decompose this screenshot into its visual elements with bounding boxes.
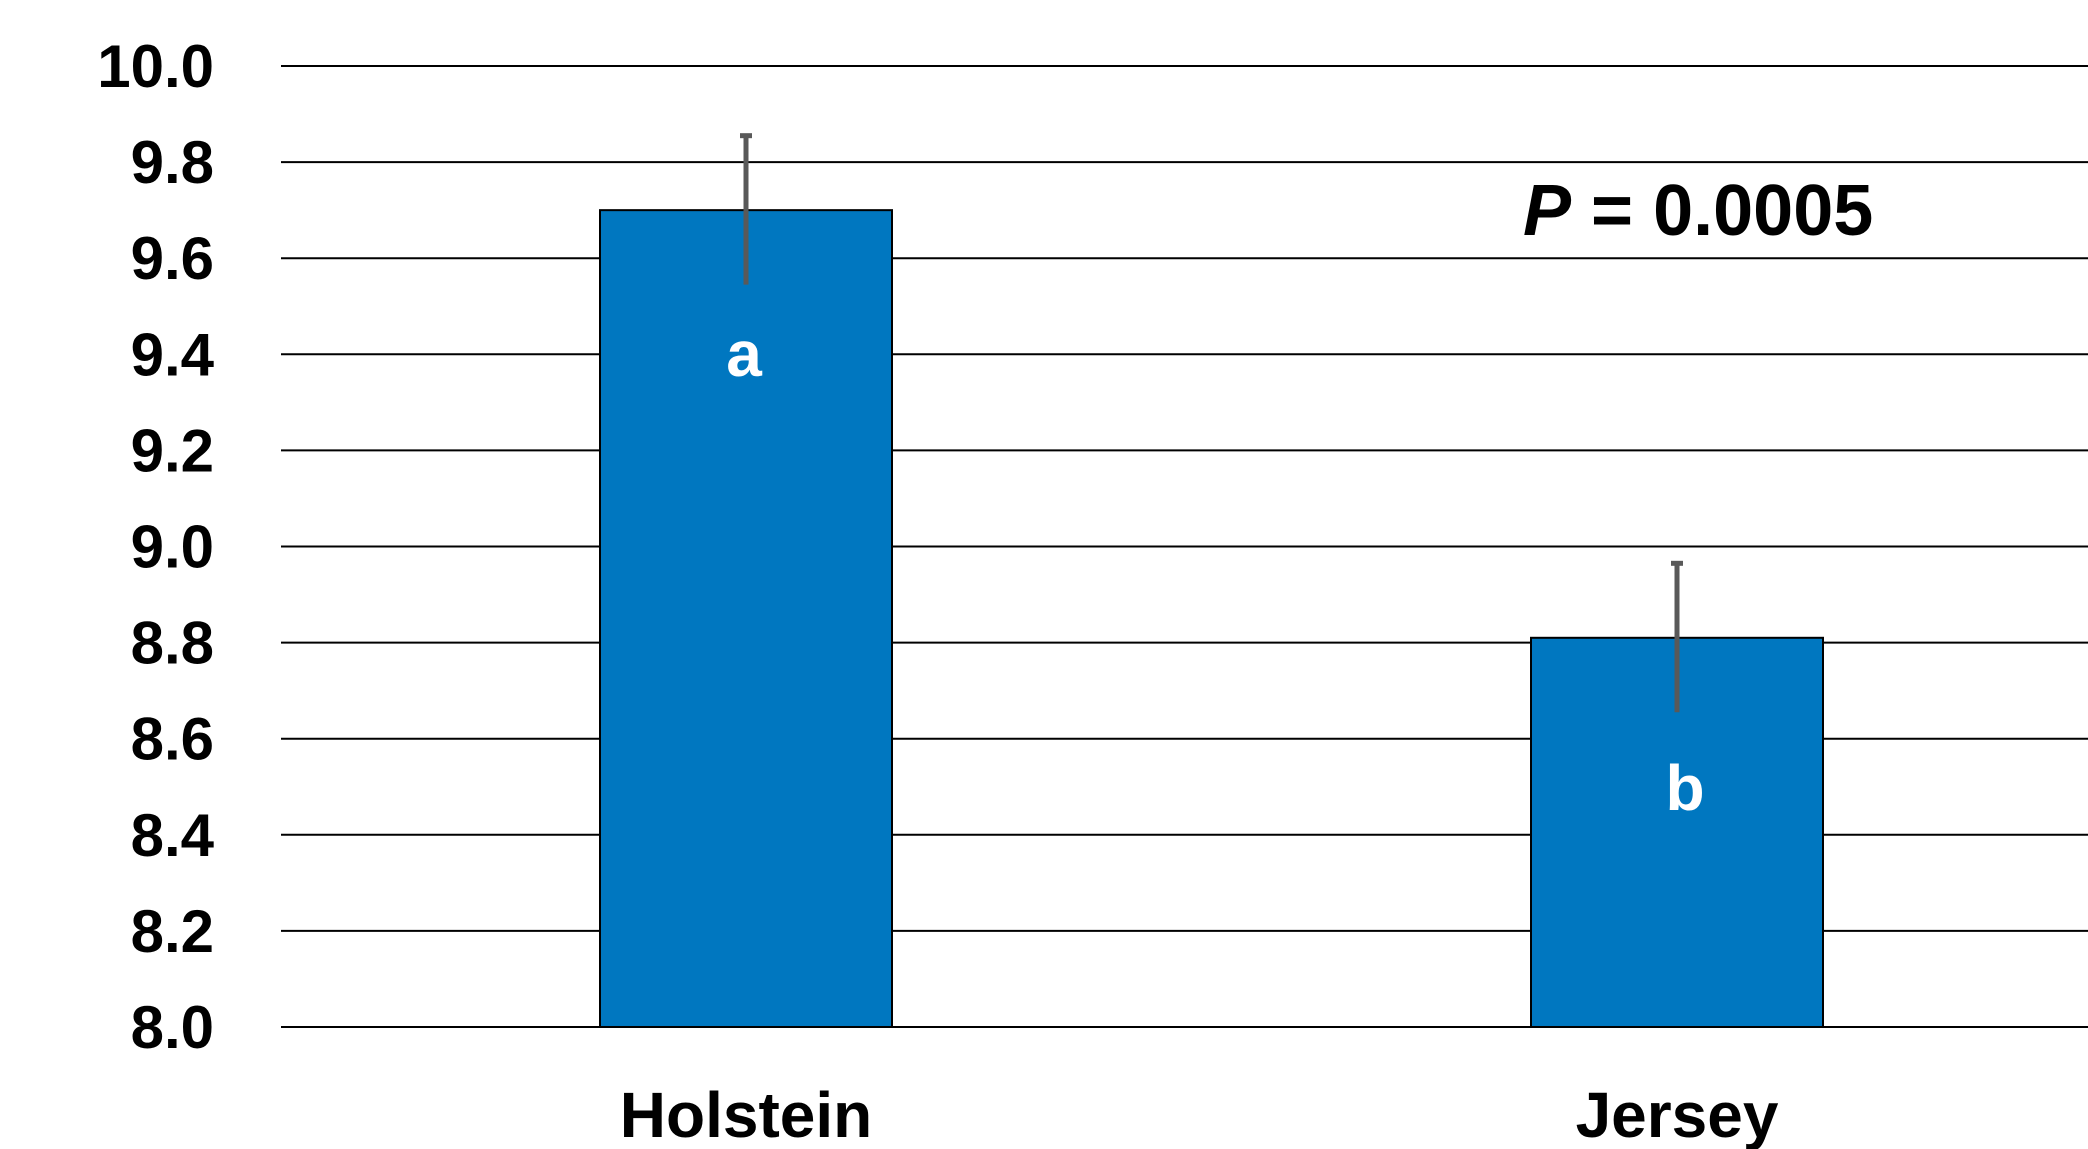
significance-letter: a [726,318,762,390]
y-tick-label: 8.6 [131,706,214,773]
p-value-annotation: P = 0.0005 [1523,171,1873,251]
y-tick-label: 8.8 [131,610,214,677]
y-tick-label: 9.2 [131,417,214,484]
y-tick-label: 8.0 [131,994,214,1061]
y-axis-tick-labels: 8.0 8.2 8.4 8.6 8.8 9.0 9.2 9.4 9.6 9.8 10.0 [97,33,214,1061]
x-axis-category-labels: Holstein Jersey [620,1079,1779,1149]
p-value-symbol: P [1523,171,1572,251]
category-label: Jersey [1576,1079,1779,1149]
category-label: Holstein [620,1079,872,1149]
bars: ab [599,133,1824,1028]
gridlines [281,65,2088,1028]
y-tick-label: 9.4 [131,321,215,388]
y-tick-label: 8.2 [131,898,214,965]
y-tick-label: 9.6 [131,225,214,292]
y-tick-label: 10.0 [97,33,214,100]
significance-letter: b [1665,752,1704,824]
y-tick-label: 9.0 [131,514,214,581]
y-tick-label: 8.4 [131,802,215,869]
p-value-text: = 0.0005 [1571,171,1873,251]
y-tick-label: 9.8 [131,129,214,196]
bar-holstein [599,209,893,1028]
